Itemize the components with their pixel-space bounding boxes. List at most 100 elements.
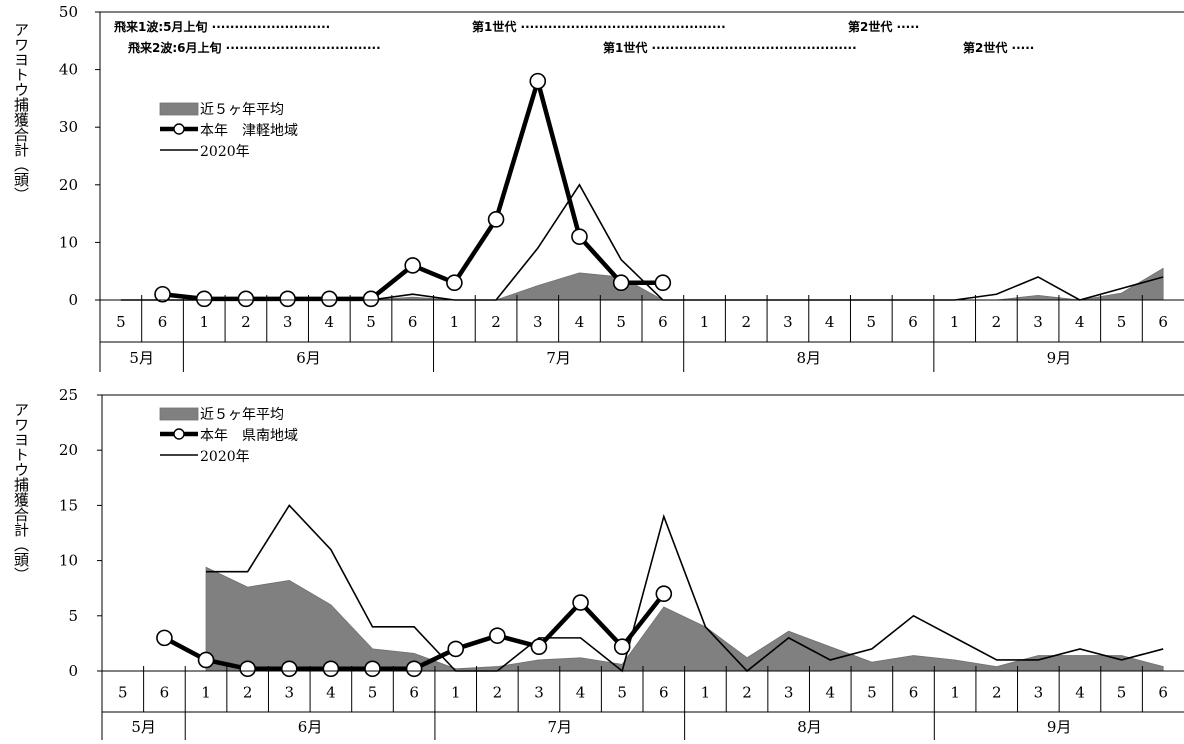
x-tick-label: 4: [576, 684, 586, 702]
x-tick-label: 2: [992, 684, 1002, 702]
data-point-current-year: [195, 290, 213, 308]
x-tick-label: 3: [533, 313, 543, 331]
x-tick-label: 1: [450, 313, 460, 331]
data-point-current-year: [154, 285, 171, 303]
y-tick-label: 10: [59, 552, 78, 570]
x-tick-label: 4: [825, 313, 835, 331]
annotation-segment: 第1世代 ···································…: [603, 40, 861, 55]
legend-label-current-year: 本年 県南地域: [200, 428, 298, 444]
x-tick-label: 1: [950, 313, 960, 331]
x-tick-label: 4: [326, 684, 336, 702]
legend-swatch-5yr-avg: [159, 102, 199, 116]
y-axis-label-tsugaru: アワヨトウ捕獲合計（頭）: [12, 22, 30, 202]
legend-swatch-5yr-avg: [159, 407, 199, 421]
y-tick-label: 20: [59, 441, 78, 459]
x-tick-label: 6: [160, 684, 170, 702]
y-tick-label: 0: [68, 291, 78, 309]
x-tick-label: 5: [617, 684, 627, 702]
month-label: 9月: [1047, 349, 1072, 367]
x-tick-label: 5: [368, 684, 378, 702]
legend-label-2020: 2020年: [200, 144, 250, 160]
data-point-current-year: [530, 638, 548, 656]
y-tick-label: 0: [68, 662, 78, 680]
x-tick-label: 4: [575, 313, 585, 331]
x-tick-label: 2: [243, 684, 253, 702]
legend-label-current-year: 本年 津軽地域: [200, 123, 298, 139]
x-tick-label: 3: [784, 684, 794, 702]
x-tick-label: 5: [867, 684, 877, 702]
annotation-segment: 第2世代 ·····: [963, 40, 1034, 55]
month-label: 6月: [298, 718, 323, 736]
legend-label-5yr-avg: 近５ヶ年平均: [200, 102, 284, 118]
data-point-current-year: [362, 290, 380, 308]
x-tick-label: 1: [701, 684, 711, 702]
x-tick-label: 6: [658, 313, 668, 331]
data-point-current-year: [239, 660, 256, 678]
x-tick-label: 5: [366, 313, 376, 331]
x-tick-label: 1: [199, 313, 209, 331]
month-label: 6月: [296, 349, 321, 367]
data-point-current-year: [404, 257, 421, 274]
x-tick-label: 4: [1075, 313, 1085, 331]
x-tick-label: 6: [908, 313, 918, 331]
y-tick-label: 20: [59, 176, 78, 194]
x-tick-label: 4: [325, 313, 335, 331]
y-tick-label: 10: [59, 233, 78, 251]
x-tick-label: 6: [408, 313, 418, 331]
annotation-flight-wave-1: 飛来1波:5月上旬 ·························· 第1世…: [113, 19, 919, 34]
data-point-current-year: [364, 660, 381, 678]
annotation-segment: 飛来1波:5月上旬 ··························: [113, 19, 334, 34]
x-tick-label: 2: [742, 684, 752, 702]
data-point-current-year: [529, 72, 547, 90]
data-point-current-year: [446, 274, 463, 292]
x-tick-label: 3: [1033, 313, 1043, 331]
data-point-current-year: [322, 660, 340, 678]
x-tick-label: 2: [992, 313, 1002, 331]
y-tick-label: 40: [59, 61, 78, 79]
x-tick-label: 2: [493, 684, 503, 702]
legend-marker-current-year: [173, 428, 185, 440]
series-line-2020: [206, 504, 1164, 673]
data-point-current-year: [280, 660, 298, 678]
x-tick-label: 5: [1117, 313, 1127, 331]
legend-label-5yr-avg: 近５ヶ年平均: [200, 407, 284, 423]
x-tick-label: 6: [409, 684, 419, 702]
x-tick-label: 4: [1075, 684, 1085, 702]
data-point-current-year: [237, 290, 255, 308]
data-point-current-year: [489, 627, 506, 644]
data-point-current-year: [571, 228, 588, 245]
legend-marker-current-year: [173, 123, 185, 135]
x-tick-label: 1: [201, 684, 211, 702]
data-point-current-year: [405, 660, 423, 678]
y-tick-label: 50: [59, 3, 78, 21]
y-tick-label: 15: [59, 496, 78, 514]
x-tick-label: 2: [491, 313, 501, 331]
month-label: 5月: [129, 349, 154, 367]
x-tick-label: 1: [451, 684, 461, 702]
data-point-current-year: [487, 211, 505, 228]
x-tick-label: 6: [1158, 684, 1168, 702]
y-tick-label: 25: [59, 386, 78, 404]
x-tick-label: 1: [700, 313, 710, 331]
x-tick-label: 6: [659, 684, 669, 702]
y-tick-label: 5: [68, 607, 78, 625]
legend-label-2020: 2020年: [200, 449, 250, 465]
x-tick-label: 5: [118, 684, 128, 702]
data-point-current-year: [613, 638, 631, 656]
data-point-current-year: [447, 640, 465, 658]
data-point-current-year: [654, 274, 672, 292]
x-tick-label: 5: [1117, 684, 1127, 702]
y-axis-label-kennan: アワヨトウ捕獲合計（頭）: [12, 402, 30, 582]
data-point-current-year: [197, 651, 215, 669]
x-tick-label: 5: [616, 313, 626, 331]
annotation-flight-wave-2: 飛来2波:6月上旬 ······························…: [127, 40, 1034, 55]
x-tick-label: 3: [534, 684, 544, 702]
data-point-current-year: [655, 585, 673, 603]
x-tick-label: 6: [909, 684, 919, 702]
